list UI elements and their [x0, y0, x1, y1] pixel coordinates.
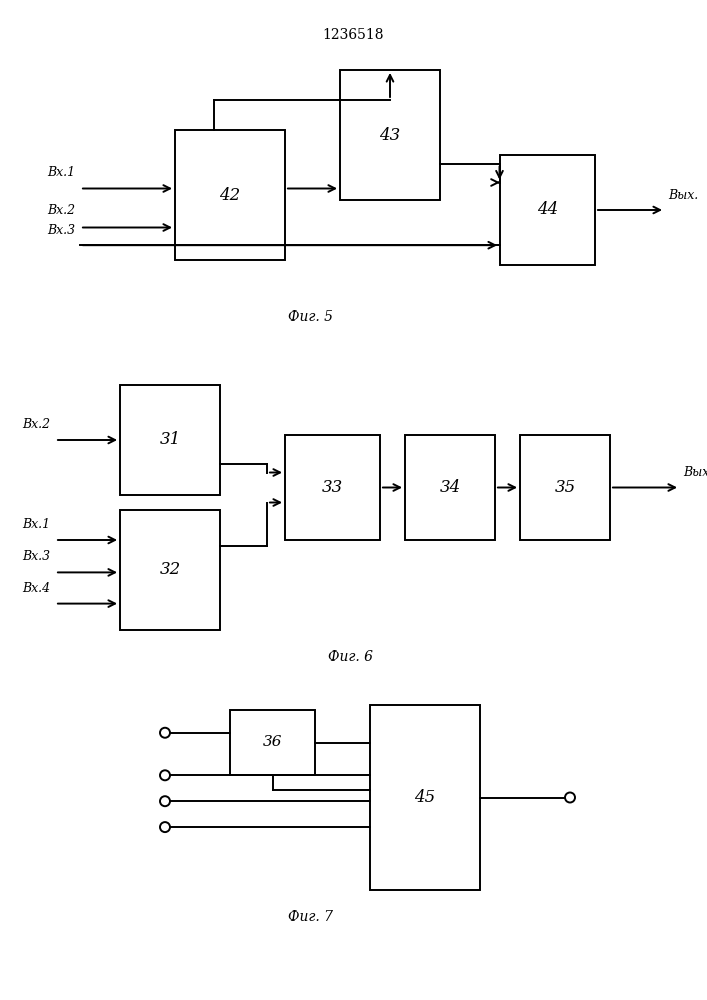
Bar — [520, 435, 610, 540]
Text: 1236518: 1236518 — [322, 28, 384, 42]
Circle shape — [160, 822, 170, 832]
Text: 33: 33 — [322, 479, 343, 496]
Bar — [370, 705, 480, 890]
Circle shape — [160, 796, 170, 806]
Bar — [500, 155, 595, 265]
Text: Вых.: Вых. — [668, 189, 699, 202]
Bar — [120, 385, 220, 495]
Bar — [285, 435, 380, 540]
Text: Вх.3: Вх.3 — [47, 224, 75, 237]
Bar — [175, 130, 285, 260]
Text: 35: 35 — [554, 479, 575, 496]
Bar — [405, 435, 495, 540]
Text: Фиг. 7: Фиг. 7 — [288, 910, 332, 924]
Text: Вх.3: Вх.3 — [22, 550, 50, 563]
Text: Вх.1: Вх.1 — [47, 165, 75, 178]
Text: Вх.4: Вх.4 — [22, 582, 50, 595]
Bar — [230, 710, 315, 775]
Circle shape — [160, 728, 170, 738]
Text: Вых.: Вых. — [683, 466, 707, 479]
Text: Фиг. 6: Фиг. 6 — [327, 650, 373, 664]
Text: Вх.2: Вх.2 — [47, 205, 75, 218]
Circle shape — [160, 770, 170, 780]
Text: 31: 31 — [159, 432, 180, 448]
Text: Вх.2: Вх.2 — [22, 418, 50, 431]
Bar — [340, 70, 440, 200]
Text: Вх.1: Вх.1 — [22, 518, 50, 531]
Text: 34: 34 — [439, 479, 461, 496]
Text: 42: 42 — [219, 186, 240, 204]
Text: 32: 32 — [159, 562, 180, 578]
Circle shape — [565, 792, 575, 802]
Text: 43: 43 — [380, 126, 401, 143]
Text: 36: 36 — [263, 736, 282, 750]
Text: 45: 45 — [414, 789, 436, 806]
Bar — [120, 510, 220, 630]
Text: 44: 44 — [537, 202, 558, 219]
Text: Фиг. 5: Фиг. 5 — [288, 310, 332, 324]
